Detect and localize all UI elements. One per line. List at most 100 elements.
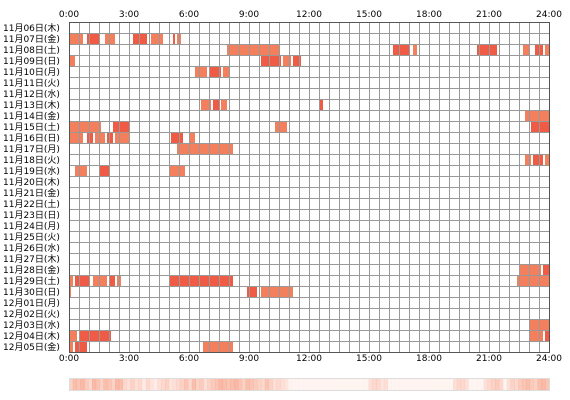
- activity-bar: [203, 342, 233, 352]
- activity-bar: [247, 287, 257, 297]
- activity-bar: [543, 265, 549, 275]
- summary-cell: [80, 378, 85, 390]
- summary-cell: [188, 378, 193, 390]
- summary-cell: [414, 378, 419, 390]
- summary-cell: [149, 378, 154, 390]
- summary-cell: [76, 378, 81, 390]
- x-tick-label: 18:00: [416, 354, 442, 364]
- summary-cell: [333, 378, 339, 390]
- summary-cell: [403, 378, 408, 390]
- day-label: 11月06日(木): [3, 22, 60, 34]
- summary-cell: [468, 378, 473, 390]
- activity-bar: [533, 155, 543, 165]
- summary-cell: [491, 378, 496, 390]
- grid-lines: [69, 22, 550, 353]
- summary-cell: [399, 378, 404, 390]
- activity-bar: [75, 166, 87, 176]
- summary-cell: [145, 378, 150, 390]
- summary-cell: [472, 378, 477, 390]
- activity-bar: [293, 56, 301, 66]
- summary-cell: [222, 378, 227, 390]
- summary-cell: [234, 378, 239, 390]
- activity-bar: [69, 331, 77, 341]
- activity-bar: [177, 144, 233, 154]
- summary-cell: [92, 378, 97, 390]
- activity-bar: [75, 342, 87, 352]
- summary-cell: [360, 378, 365, 390]
- summary-cell: [353, 378, 358, 390]
- summary-cell: [453, 378, 458, 390]
- summary-cell: [310, 378, 316, 390]
- summary-cell: [226, 378, 231, 390]
- day-label: 11月25日(火): [3, 232, 60, 243]
- activity-bar: [171, 133, 183, 143]
- day-label: 12月04日(木): [3, 330, 60, 342]
- summary-strip: [69, 378, 550, 391]
- activity-bar: [195, 67, 207, 77]
- summary-cell: [410, 378, 415, 390]
- day-label: 12月02日(火): [3, 309, 60, 320]
- summary-cell: [153, 378, 158, 390]
- plot-frame: [69, 22, 550, 353]
- activity-bar: [275, 122, 287, 132]
- summary-cell: [180, 378, 185, 390]
- summary-cell: [138, 378, 143, 390]
- day-label: 11月12日(水): [3, 88, 60, 100]
- summary-cell: [199, 378, 204, 390]
- activity-bar: [169, 166, 185, 176]
- activity-bar: [283, 56, 291, 66]
- summary-cell: [184, 378, 189, 390]
- day-label: 11月19日(水): [3, 165, 60, 177]
- activity-bar: [523, 45, 529, 55]
- x-tick-label: 3:00: [119, 354, 139, 364]
- summary-cell: [514, 378, 519, 390]
- summary-cell: [456, 378, 461, 390]
- activity-bar: [261, 56, 281, 66]
- summary-cell: [287, 378, 293, 390]
- x-tick-label: 0:00: [59, 354, 79, 364]
- summary-cell: [476, 378, 481, 390]
- day-label: 11月28日(金): [3, 264, 60, 276]
- day-labels: 11月06日(木)11月07日(金)11月08日(土)11月09日(日)11月1…: [3, 22, 60, 353]
- summary-cell: [141, 378, 147, 390]
- summary-cell: [264, 378, 269, 390]
- summary-cell: [522, 378, 527, 390]
- activity-bar: [413, 45, 417, 55]
- summary-cell: [345, 378, 350, 390]
- activity-bar: [69, 276, 73, 286]
- summary-cell: [383, 378, 389, 390]
- summary-cell: [241, 378, 246, 390]
- summary-cell: [253, 378, 258, 390]
- summary-cell: [337, 378, 342, 390]
- summary-cell: [168, 378, 173, 390]
- summary-cell: [418, 378, 423, 390]
- summary-cell: [195, 378, 200, 390]
- x-tick-label: 24:00: [536, 10, 562, 20]
- summary-cell: [314, 378, 319, 390]
- activity-bar: [69, 342, 73, 352]
- summary-cell: [214, 378, 220, 390]
- summary-cell: [134, 378, 139, 390]
- x-tick-label: 12:00: [296, 354, 322, 364]
- day-label: 11月10日(月): [3, 67, 60, 78]
- activity-bar: [261, 287, 293, 297]
- summary-cell: [529, 378, 534, 390]
- x-tick-label: 21:00: [476, 10, 502, 20]
- x-tick-label: 18:00: [416, 10, 442, 20]
- x-tick-label: 21:00: [476, 354, 502, 364]
- summary-cell: [118, 378, 124, 390]
- x-tick-label: 9:00: [239, 10, 259, 20]
- summary-cell: [364, 378, 369, 390]
- summary-cell: [218, 378, 223, 390]
- summary-cell: [326, 378, 331, 390]
- summary-cell: [172, 378, 177, 390]
- summary-cell: [130, 378, 135, 390]
- activity-bar: [173, 34, 175, 44]
- activity-bar: [115, 133, 129, 143]
- summary-cell: [245, 378, 250, 390]
- summary-cell: [303, 378, 308, 390]
- day-label: 11月22日(土): [3, 198, 60, 210]
- day-label: 11月15日(土): [3, 121, 60, 133]
- summary-cell: [276, 378, 281, 390]
- day-label: 12月05日(金): [3, 341, 60, 353]
